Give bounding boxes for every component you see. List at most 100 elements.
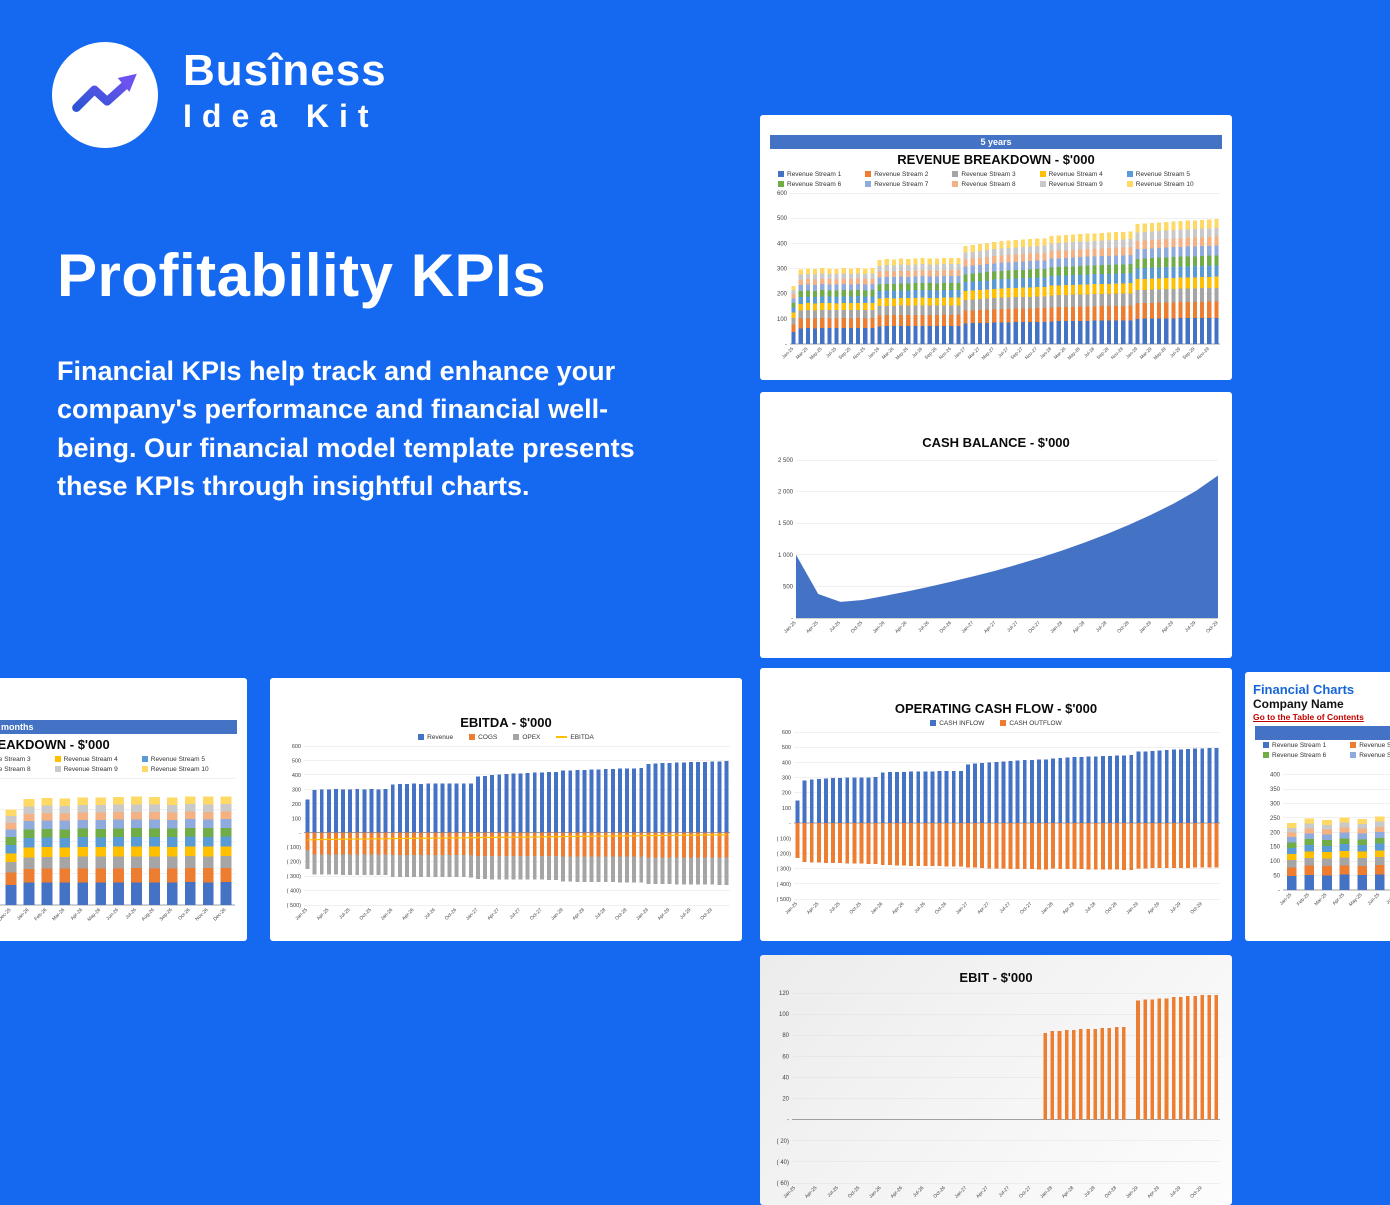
svg-text:400: 400	[1270, 773, 1281, 779]
legend-item: Revenue Stream 5	[1126, 169, 1214, 179]
svg-text:100: 100	[777, 317, 788, 323]
svg-text:500: 500	[782, 745, 791, 751]
svg-text:Apr-28: Apr-28	[1061, 1185, 1076, 1200]
svg-text:Jul-29: Jul-29	[1169, 901, 1183, 915]
svg-text:Mar-25: Mar-25	[795, 346, 809, 360]
svg-text:Jan-25: Jan-25	[294, 907, 309, 922]
svg-text:Jan-27: Jan-27	[955, 901, 970, 916]
svg-text:200: 200	[777, 292, 788, 298]
chart-title-revenue-breakdown-5y: REVENUE BREAKDOWN - $'000	[897, 152, 1095, 167]
legend-label: Revenue	[427, 733, 454, 741]
svg-text:Jan-28: Jan-28	[1039, 346, 1053, 360]
svg-text:-: -	[787, 1118, 789, 1124]
svg-text:( 60): ( 60)	[777, 1181, 789, 1187]
svg-text:Jan-27: Jan-27	[960, 620, 975, 635]
company-name: Company Name	[1253, 697, 1344, 711]
legend-label: Revenue Stream 9	[1048, 180, 1103, 188]
svg-text:Sep-28: Sep-28	[1096, 346, 1110, 360]
brand-name-line2: Idea Kit	[183, 98, 379, 134]
legend-swatch	[1126, 171, 1133, 177]
legend-label: Revenue Stream 10	[1135, 180, 1194, 188]
svg-text:Dec-25: Dec-25	[0, 907, 13, 922]
chart-card-cash-balance: CASH BALANCE - $'000 2 500 2 000 1 500 1 00…	[760, 392, 1232, 658]
svg-text:May-29: May-29	[1153, 346, 1168, 361]
svg-text:Mar-25: Mar-25	[1313, 892, 1328, 907]
svg-text:-: -	[1278, 888, 1280, 894]
legend-label: Revenue Stream 2	[1359, 741, 1390, 749]
svg-text:500: 500	[292, 758, 301, 764]
svg-text:Jul-27: Jul-27	[997, 346, 1010, 359]
legend-item: COGS	[469, 732, 497, 742]
svg-text:Jul-26: Jul-26	[423, 907, 437, 921]
svg-text:Apr-25: Apr-25	[1332, 892, 1347, 907]
svg-text:Jan-28: Jan-28	[1040, 901, 1055, 916]
svg-text:600: 600	[782, 730, 791, 736]
legend-swatch	[556, 736, 568, 738]
svg-text:Apr-28: Apr-28	[571, 907, 586, 922]
svg-text:Feb-26: Feb-26	[33, 907, 48, 922]
svg-text:Nov-27: Nov-27	[1024, 346, 1038, 360]
svg-text:120: 120	[779, 991, 790, 997]
table-of-contents-link[interactable]: Go to the Table of Contents	[1253, 712, 1364, 722]
legend-item: OPEX	[513, 732, 540, 742]
svg-text:Jul-29: Jul-29	[1169, 1185, 1183, 1199]
revenue-breakdown-24m-chart: Jan-25Feb-25Mar-25Apr-25May-25Jun-25Jul-…	[0, 777, 235, 923]
legend-swatch	[54, 766, 61, 772]
legend-swatch	[1126, 181, 1133, 187]
svg-text:Jul-28: Jul-28	[1095, 620, 1109, 634]
svg-text:1 500: 1 500	[778, 521, 794, 527]
svg-text:Oct-25: Oct-25	[848, 901, 863, 916]
svg-text:Nov-26: Nov-26	[938, 346, 952, 360]
svg-text:Apr-25: Apr-25	[316, 907, 331, 922]
legend-swatch	[141, 766, 148, 772]
page-title: Profitability KPIs	[57, 242, 547, 309]
chart-title-ebitda: EBITDA - $'000	[460, 715, 552, 730]
trend-arrow-icon	[72, 73, 137, 112]
svg-text:Nov-28: Nov-28	[1110, 346, 1124, 360]
svg-text:Oct-27: Oct-27	[1019, 901, 1034, 916]
financial-charts-title: Financial Charts	[1253, 682, 1355, 697]
svg-text:( 300): ( 300)	[287, 874, 302, 880]
chart-card-operating-cash-flow: OPERATING CASH FLOW - $'000 CASH INFLOW C…	[760, 668, 1232, 941]
legend-label: Revenue Stream 6	[787, 180, 842, 188]
cash-balance-chart: 2 500 2 000 1 500 1 000 500 -Jan-25 Apr-25 Jul-…	[778, 458, 1220, 635]
legend-swatch	[513, 734, 520, 740]
svg-text:Apr-27: Apr-27	[983, 620, 998, 635]
svg-text:Mar-29: Mar-29	[1139, 346, 1153, 360]
legend-swatch	[865, 181, 872, 187]
legend-item: Revenue Stream 7	[1350, 750, 1390, 760]
legend-item: CASH OUTFLOW	[1000, 718, 1062, 728]
legend-label: Revenue Stream 8	[961, 180, 1016, 188]
svg-text:Oct-25: Oct-25	[847, 1185, 862, 1200]
svg-text:Mar-26: Mar-26	[881, 346, 895, 360]
svg-text:( 40): ( 40)	[777, 1160, 789, 1166]
legend-label: Revenue Stream 2	[874, 170, 929, 178]
legend-label: Revenue Stream 5	[150, 755, 205, 763]
legend-swatch	[1039, 181, 1046, 187]
legend-label: Revenue Stream 7	[874, 180, 929, 188]
svg-text:Jul-27: Jul-27	[997, 1185, 1011, 1199]
svg-text:Jul-26: Jul-26	[124, 907, 138, 921]
svg-text:1 000: 1 000	[778, 553, 794, 559]
svg-text:( 100): ( 100)	[777, 836, 792, 842]
svg-text:Jan-26: Jan-26	[870, 901, 885, 916]
svg-text:Sep-29: Sep-29	[1182, 346, 1196, 360]
svg-text:Oct-25: Oct-25	[850, 620, 865, 635]
svg-text:Apr-25: Apr-25	[806, 901, 821, 916]
svg-text:Jul-25: Jul-25	[338, 907, 352, 921]
brand-logo	[52, 42, 158, 148]
svg-text:200: 200	[292, 802, 301, 808]
svg-text:( 400): ( 400)	[777, 882, 792, 888]
svg-text:500: 500	[777, 216, 788, 222]
legend-swatch	[1350, 742, 1357, 748]
svg-text:Oct-29: Oct-29	[1205, 620, 1220, 635]
legend-item: Revenue	[418, 732, 453, 742]
svg-text:40: 40	[782, 1075, 789, 1081]
svg-text:Oct-29: Oct-29	[1189, 1185, 1204, 1200]
legend-ebitda: Revenue COGS OPEX EBITDA	[274, 732, 738, 742]
svg-text:( 200): ( 200)	[287, 860, 302, 866]
svg-text:Jul-26: Jul-26	[912, 1185, 926, 1199]
svg-text:250: 250	[1270, 816, 1281, 822]
chart-card-revenue-breakdown-5y: 5 years REVENUE BREAKDOWN - $'000 Revenu…	[760, 115, 1232, 380]
svg-text:( 400): ( 400)	[287, 889, 302, 895]
